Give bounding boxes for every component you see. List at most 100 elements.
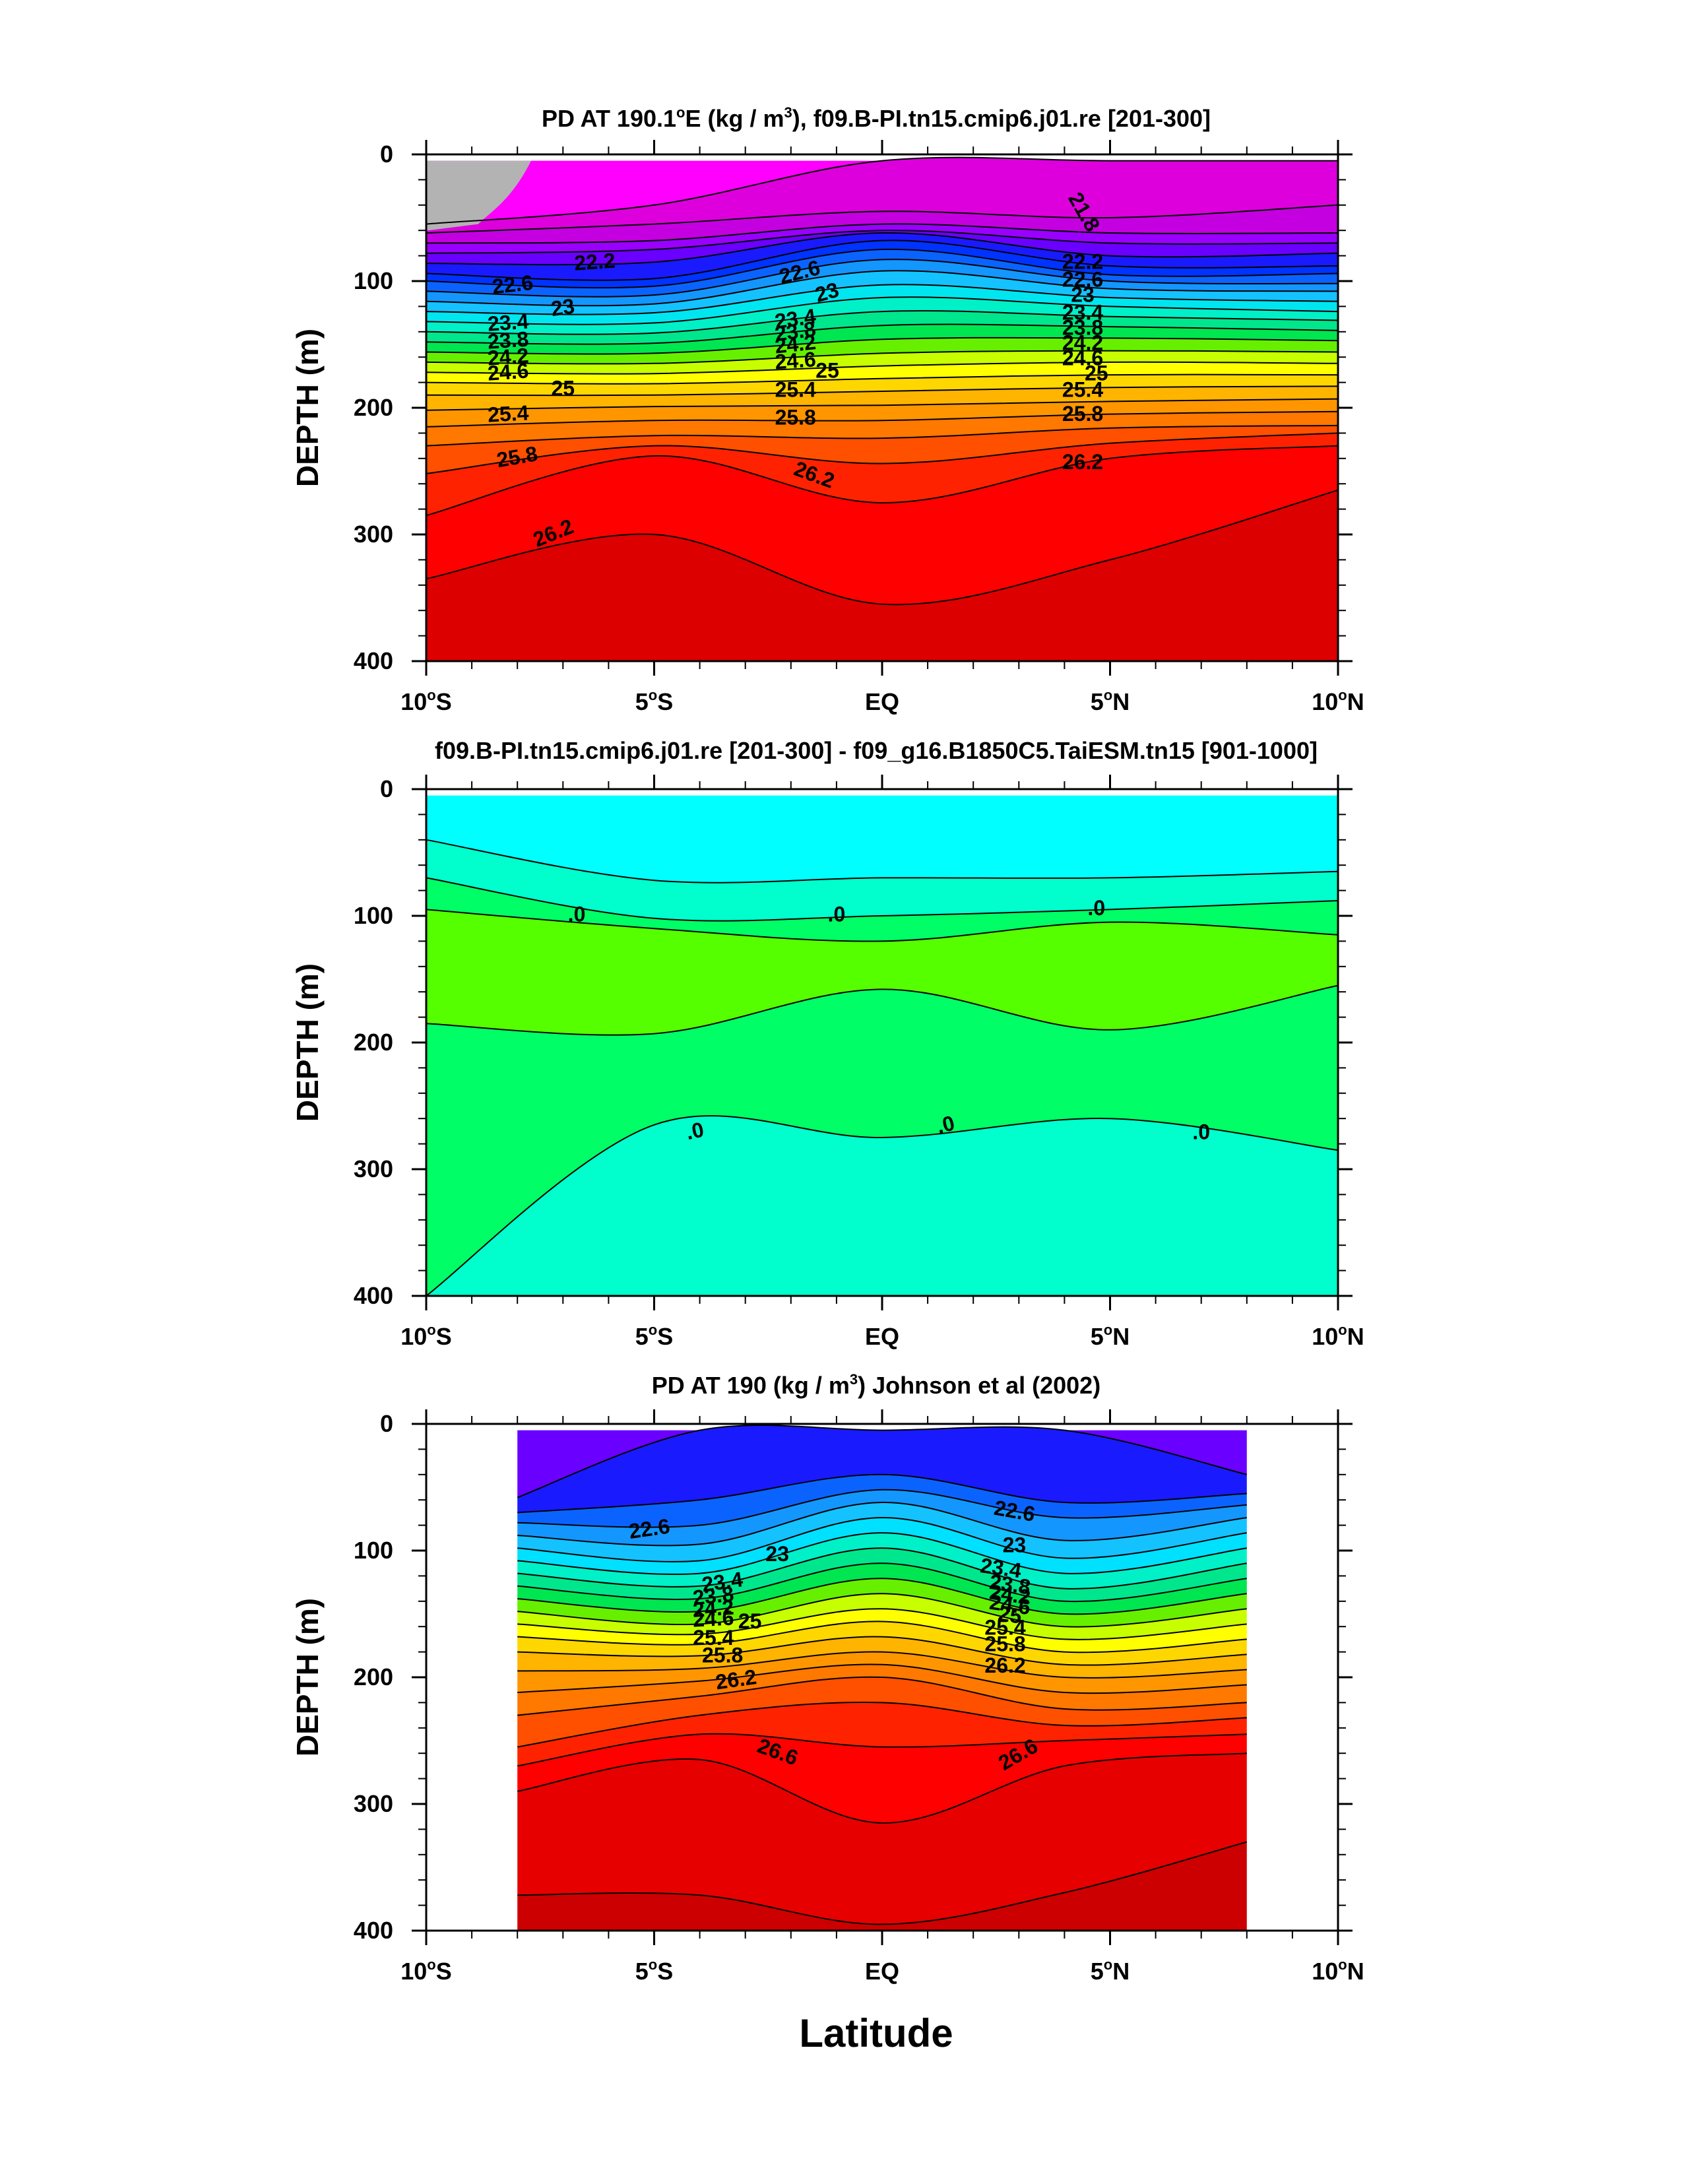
- contour-label: 23.4: [700, 1567, 744, 1596]
- contour-band: [426, 839, 1338, 921]
- contour-label: 23: [1003, 1533, 1027, 1557]
- contour-band: [426, 157, 1338, 224]
- contour-line: [426, 296, 1339, 325]
- y-tick-label: 300: [354, 1155, 393, 1182]
- x-tick-label: 5oN: [1091, 1322, 1130, 1350]
- contour-band: [426, 362, 1338, 384]
- contour-label: 23: [1071, 282, 1095, 306]
- x-tick-label: 10oN: [1312, 1956, 1364, 1985]
- x-axis-label: Latitude: [799, 2011, 953, 2055]
- contour-label: 25.8: [775, 406, 816, 430]
- contour-band: [426, 259, 1338, 306]
- contour-band: [517, 1425, 1247, 1513]
- x-tick-label: 10oN: [1312, 687, 1364, 715]
- contour-line: [426, 445, 1339, 517]
- contour-label: 25.4: [487, 401, 529, 426]
- contour-band: [517, 1593, 1247, 1640]
- contour-label: 24.6: [774, 347, 817, 373]
- contour-line: [426, 489, 1339, 606]
- contour-line: [426, 323, 1339, 345]
- contour-line: [426, 361, 1339, 375]
- contour-band: [517, 1502, 1247, 1562]
- contour-band: [517, 1609, 1247, 1653]
- y-tick-label: 100: [354, 1537, 393, 1564]
- contour-band: [426, 909, 1338, 1035]
- contour-line: [426, 270, 1339, 307]
- contour-band: [426, 1116, 1338, 1296]
- contour-line: [517, 1608, 1247, 1640]
- y-tick-label: 300: [354, 1790, 393, 1817]
- contour-line: [426, 248, 1339, 289]
- contour-label: 25: [1085, 362, 1108, 385]
- contour-label: .0: [828, 902, 846, 926]
- contour-line: [426, 373, 1339, 385]
- contour-band: [426, 249, 1338, 297]
- x-tick-label: 10oS: [400, 687, 452, 715]
- plot-area: 22.222.62323.423.824.224.62525.425.826.2…: [354, 140, 1364, 715]
- contour-line: [426, 877, 1339, 922]
- y-tick-label: 300: [354, 521, 393, 548]
- contour-band: [426, 433, 1338, 516]
- contour-label: 22.2: [1062, 250, 1103, 274]
- contour-line: [426, 350, 1339, 365]
- contour-line: [426, 310, 1339, 335]
- contour-label: 26.2: [1062, 450, 1103, 474]
- y-tick-label: 400: [354, 1282, 393, 1309]
- contour-line: [426, 204, 1339, 234]
- contour-label: 22.6: [1062, 267, 1103, 291]
- contour-label: 23.4: [487, 309, 530, 336]
- contour-line: [517, 1733, 1247, 1767]
- contour-band: [426, 232, 1338, 280]
- contour-label: 25.4: [775, 377, 816, 401]
- contour-line: [426, 223, 1339, 244]
- contour-line: [426, 839, 1339, 883]
- contour-label: 24.6: [988, 1590, 1032, 1619]
- contour-label: 23.8: [487, 327, 530, 353]
- contour-label: 24.6: [692, 1605, 734, 1631]
- contour-band: [426, 350, 1338, 374]
- contour-band: [426, 297, 1338, 335]
- contour-line: [426, 232, 1339, 266]
- contour-label: 25: [815, 359, 839, 383]
- contour-label: 23.4: [1062, 300, 1103, 324]
- panel-title: f09.B-PI.tn15.cmip6.j01.re [201-300] - f…: [435, 737, 1318, 764]
- contour-label: 23.8: [988, 1570, 1032, 1599]
- contour-line: [517, 1593, 1247, 1628]
- y-tick-label: 200: [354, 1663, 393, 1690]
- contour-line: [517, 1636, 1247, 1666]
- contour-line: [426, 156, 1338, 225]
- y-axis-label: DEPTH (m): [290, 329, 325, 487]
- contour-label: 25.4: [1062, 377, 1103, 401]
- contour-label: 26.2: [984, 1654, 1025, 1677]
- contour-line: [517, 1517, 1247, 1562]
- contour-label: 25.8: [1062, 402, 1103, 426]
- panel-title: PD AT 190.1oE (kg / m3), f09.B-PI.tn15.c…: [542, 104, 1211, 132]
- y-tick-label: 200: [354, 1029, 393, 1056]
- contour-line: [426, 432, 1339, 474]
- contour-label: 23.4: [979, 1553, 1023, 1582]
- contour-band: [426, 490, 1338, 661]
- contour-line: [517, 1562, 1247, 1603]
- contour-line: [517, 1676, 1247, 1716]
- contour-label: 23.4: [773, 304, 817, 333]
- contour-band: [426, 230, 1338, 265]
- contour-label: 24.6: [487, 358, 530, 385]
- contour-band: [517, 1636, 1247, 1678]
- contour-label: 25.4: [693, 1626, 734, 1650]
- contour-band: [426, 271, 1338, 315]
- contour-line: [517, 1532, 1247, 1575]
- contour-line: [517, 1473, 1247, 1514]
- contour-label: 23.8: [691, 1582, 735, 1609]
- contour-band: [517, 1578, 1247, 1627]
- contour-label: 24.6: [1062, 346, 1103, 369]
- contour-band: [517, 1474, 1247, 1527]
- x-tick-label: 10oS: [400, 1956, 452, 1985]
- contour-band: [517, 1533, 1247, 1589]
- x-tick-label: EQ: [865, 1958, 899, 1985]
- y-tick-label: 0: [380, 1410, 393, 1437]
- contour-band: [517, 1842, 1247, 1931]
- contour-band: [426, 311, 1338, 344]
- contour-line: [517, 1489, 1247, 1528]
